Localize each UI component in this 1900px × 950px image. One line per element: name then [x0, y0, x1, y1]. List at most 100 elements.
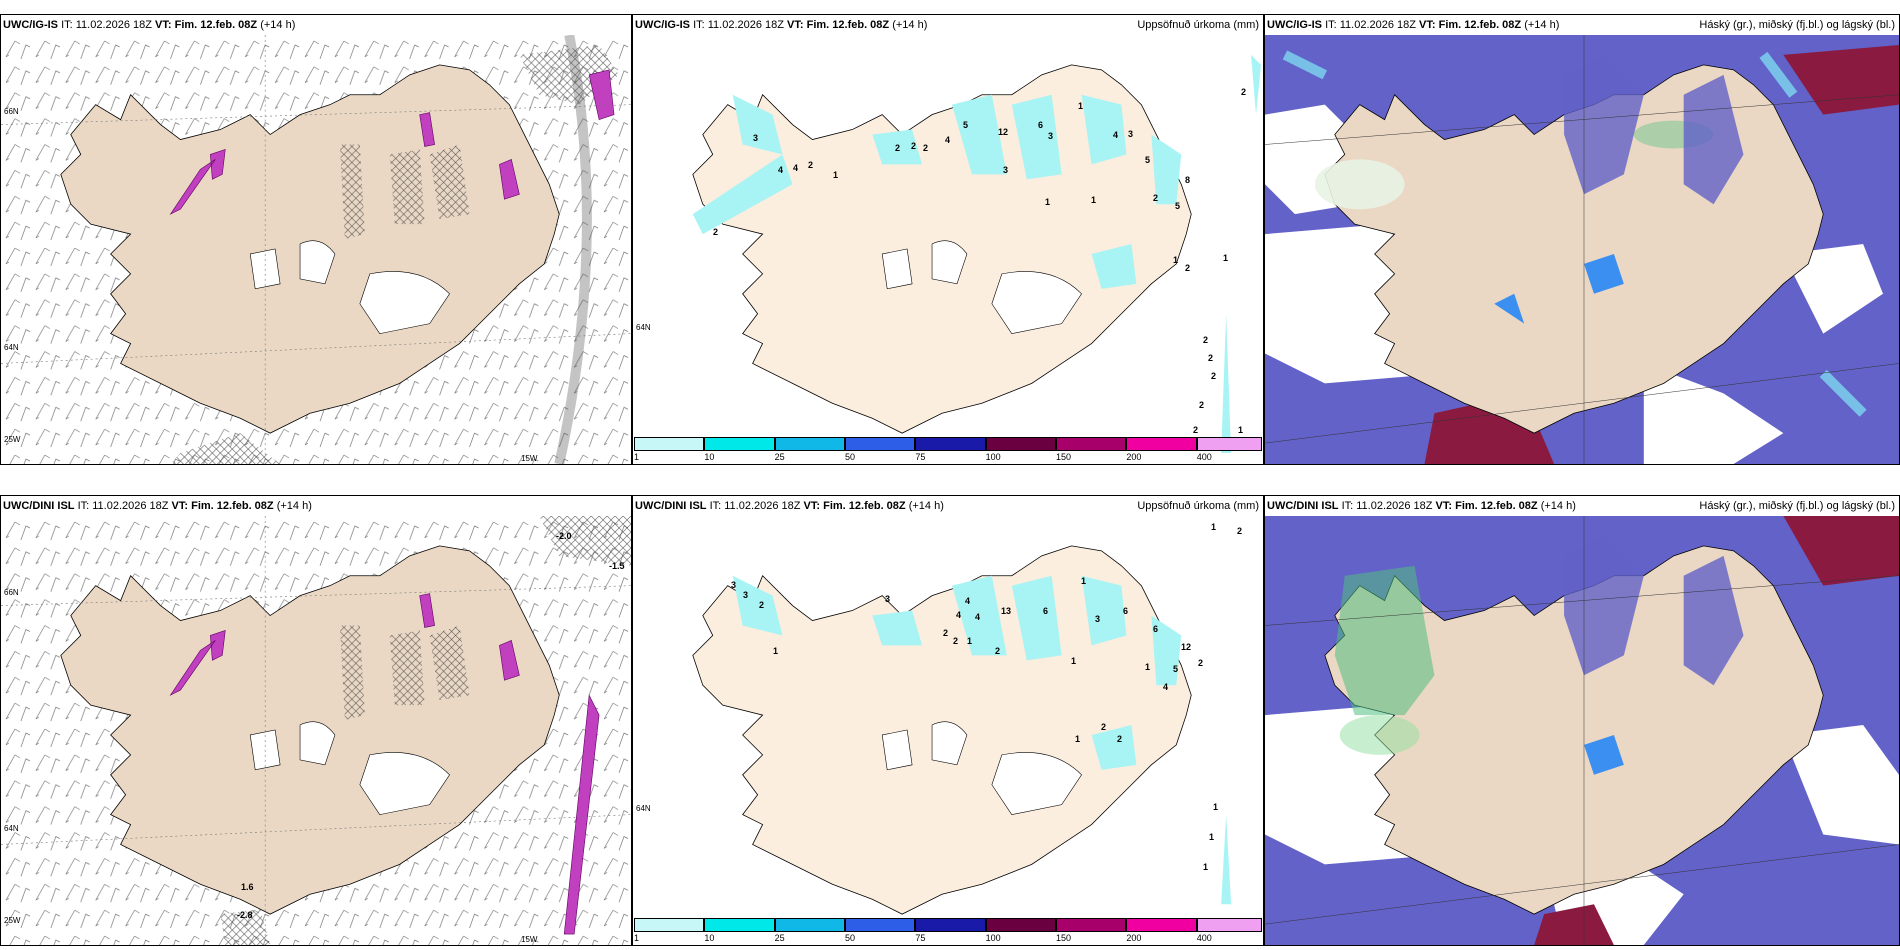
- precip-value: 3: [1128, 129, 1134, 139]
- precip-value: 2: [1193, 425, 1199, 435]
- lon-label-15w: 15W: [521, 454, 538, 463]
- legend-swatch: [985, 918, 1056, 932]
- precip-value: 3: [885, 594, 891, 604]
- precip-value: 5: [1145, 155, 1151, 165]
- legend-label: 100: [985, 933, 1001, 943]
- precip-value: 2: [1153, 193, 1159, 203]
- precip-value: 2: [713, 227, 719, 237]
- legend-label: 50: [845, 452, 856, 462]
- legend-label: 400: [1196, 933, 1212, 943]
- precip-value: 3: [753, 133, 759, 143]
- map-svg-wind: [1, 516, 631, 945]
- legend-swatch: [915, 918, 986, 932]
- lat-label-66n: 66N: [4, 588, 19, 597]
- panel-wind-bottom: UWC/DINI ISL IT: 11.02.2026 18Z VT: Fim.…: [0, 495, 632, 946]
- precip-value: 2: [1101, 722, 1107, 732]
- legend-label: 10: [704, 452, 715, 462]
- field-title: Uppsöfnuð úrkoma (mm): [1137, 500, 1259, 512]
- legend-swatch: [774, 437, 845, 451]
- lon-label-25w: 25W: [4, 435, 21, 444]
- legend-swatch: [915, 437, 986, 451]
- cloud-map: [1265, 35, 1899, 464]
- precip-value: 2: [1117, 734, 1123, 744]
- precip-map: [633, 516, 1263, 945]
- legend-label: 100: [985, 452, 1001, 462]
- precip-value: 1: [1078, 101, 1084, 111]
- wind-map: [1, 35, 631, 464]
- legend-label: 25: [774, 933, 785, 943]
- map-svg-clouds: [1265, 35, 1899, 464]
- precip-value: 3: [1048, 131, 1054, 141]
- precip-value: 2: [1211, 371, 1217, 381]
- precip-value: 1: [1203, 862, 1209, 872]
- precip-value: 1: [1211, 522, 1217, 532]
- precip-value: 2: [995, 646, 1001, 656]
- panel-wind-top: UWC/IG-IS IT: 11.02.2026 18Z VT: Fim. 12…: [0, 14, 632, 465]
- precip-value: 6: [1123, 606, 1129, 616]
- panel-precip-bottom: UWC/DINI ISL IT: 11.02.2026 18Z VT: Fim.…: [632, 495, 1264, 946]
- precip-legend: 1 10 25 50 75 100 150 200 400: [634, 437, 1262, 463]
- precip-value: 2: [1237, 526, 1243, 536]
- precip-value: 1: [1213, 802, 1219, 812]
- lon-label-25w: 25W: [4, 916, 21, 925]
- precip-map: [633, 35, 1263, 464]
- precip-value: 2: [1199, 400, 1205, 410]
- precip-legend: 1 10 25 50 75 100 150 200 400: [634, 918, 1262, 944]
- precip-value: 5: [1175, 201, 1181, 211]
- panel-clouds-top: UWC/IG-IS IT: 11.02.2026 18Z VT: Fim. 12…: [1264, 14, 1900, 465]
- precip-value: 3: [743, 590, 749, 600]
- panel-clouds-bottom: UWC/DINI ISL IT: 11.02.2026 18Z VT: Fim.…: [1264, 495, 1900, 946]
- precip-value: 2: [943, 628, 949, 638]
- legend-label: 150: [1056, 933, 1072, 943]
- precip-value: 1: [1045, 197, 1051, 207]
- precip-value: 2: [911, 141, 917, 151]
- precip-value: 1: [1223, 253, 1229, 263]
- precip-value: 1: [1238, 425, 1244, 435]
- legend-swatch: [704, 437, 775, 451]
- field-title: Háský (gr.), miðský (fj.bl.) og lágský (…: [1699, 19, 1895, 31]
- precip-value: 6: [1153, 624, 1159, 634]
- panel-header: UWC/IG-IS IT: 11.02.2026 18Z VT: Fim. 12…: [633, 15, 1263, 35]
- lat-label-64n: 64N: [4, 343, 19, 352]
- contour-label: -1.5: [609, 561, 625, 571]
- precip-value: 5: [963, 120, 969, 130]
- precip-value: 1: [1091, 195, 1097, 205]
- field-title: Háský (gr.), miðský (fj.bl.) og lágský (…: [1699, 500, 1895, 512]
- panel-header: UWC/DINI ISL IT: 11.02.2026 18Z VT: Fim.…: [1265, 496, 1899, 516]
- precip-value: 1: [1145, 662, 1151, 672]
- precip-value: 1: [773, 646, 779, 656]
- precip-value: 1: [833, 170, 839, 180]
- precip-value: 2: [953, 636, 959, 646]
- legend-label: 200: [1126, 452, 1142, 462]
- precip-value: 2: [1208, 353, 1214, 363]
- panel-header: UWC/DINI ISL IT: 11.02.2026 18Z VT: Fim.…: [1, 496, 631, 516]
- legend-label: 10: [704, 933, 715, 943]
- precip-value: 3: [731, 580, 737, 590]
- legend-swatch: [774, 918, 845, 932]
- glacier: [249, 240, 450, 334]
- legend-swatch: [704, 918, 775, 932]
- lat-label-66n: 66N: [4, 107, 19, 116]
- precip-value: 3: [1003, 165, 1009, 175]
- contour-label: 1.6: [241, 882, 254, 892]
- map-svg-clouds: [1265, 516, 1899, 945]
- legend-swatch: [845, 918, 916, 932]
- contour-label: -2.8: [237, 910, 253, 920]
- panel-header: UWC/IG-IS IT: 11.02.2026 18Z VT: Fim. 12…: [1, 15, 631, 35]
- precip-value: 4: [1113, 130, 1119, 140]
- legend-swatch: [634, 437, 705, 451]
- precip-value: 1: [967, 636, 973, 646]
- precip-value: 4: [793, 163, 799, 173]
- wind-map: [1, 516, 631, 945]
- map-svg-precip: [692, 54, 1262, 454]
- precip-value: 4: [965, 596, 971, 606]
- legend-swatch: [1126, 437, 1197, 451]
- lon-label-15w: 15W: [521, 935, 538, 944]
- panel-header: UWC/IG-IS IT: 11.02.2026 18Z VT: Fim. 12…: [1265, 15, 1899, 35]
- precip-value: 2: [895, 143, 901, 153]
- precip-value: 4: [778, 165, 784, 175]
- precip-value: 2: [923, 143, 929, 153]
- legend-label: 25: [774, 452, 785, 462]
- precip-value: 2: [1198, 658, 1204, 668]
- lat-label-64n: 64N: [636, 323, 651, 332]
